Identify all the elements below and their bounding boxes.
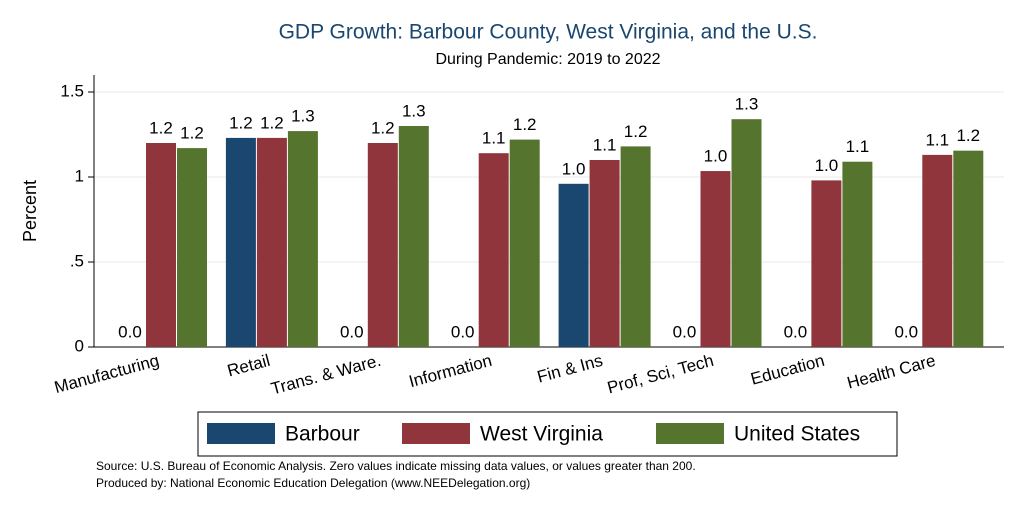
bar [922, 154, 953, 347]
value-label: 0.0 [340, 322, 364, 341]
y-tick-label: 0 [75, 336, 84, 355]
value-label: 1.0 [815, 156, 839, 175]
value-label: 1.3 [402, 101, 426, 120]
bar [367, 143, 398, 347]
bar [620, 146, 651, 347]
chart-title: GDP Growth: Barbour County, West Virgini… [279, 21, 818, 44]
bar [146, 143, 176, 347]
legend-label: Barbour [285, 423, 360, 446]
value-label: 1.2 [371, 118, 395, 137]
chart-subtitle: During Pandemic: 2019 to 2022 [435, 51, 660, 68]
value-label: 1.2 [513, 115, 537, 134]
value-label: 0.0 [784, 322, 808, 341]
value-label: 0.0 [451, 322, 475, 341]
value-label: 1.0 [562, 159, 586, 178]
bar [256, 137, 287, 347]
bar [842, 161, 873, 347]
note: Produced by: National Economic Education… [96, 476, 530, 490]
y-tick-label: 1 [75, 166, 84, 185]
legend [197, 411, 898, 457]
value-label: 1.3 [735, 95, 759, 114]
value-label: 1.2 [624, 122, 648, 141]
bar [558, 183, 589, 347]
value-label: 1.2 [956, 126, 980, 145]
bar [398, 126, 429, 347]
note: Source: U.S. Bureau of Economic Analysis… [96, 459, 696, 473]
bar [589, 160, 620, 347]
legend-label: United States [734, 423, 860, 446]
bar [509, 139, 540, 347]
value-label: 1.1 [925, 130, 949, 149]
value-label: 0.0 [673, 322, 697, 341]
value-label: 0.0 [118, 322, 142, 341]
bar [478, 153, 509, 347]
value-label: 1.2 [180, 124, 204, 143]
bar [700, 171, 731, 347]
value-label: 1.1 [846, 137, 870, 156]
value-label: 1.3 [291, 107, 315, 126]
value-label: 1.2 [229, 113, 253, 132]
bar [225, 137, 256, 347]
value-label: 1.2 [149, 118, 173, 137]
value-label: 0.0 [894, 322, 918, 341]
value-label: 1.2 [260, 113, 284, 132]
value-label: 1.0 [704, 147, 728, 166]
legend-label: West Virginia [480, 423, 603, 446]
bar [811, 180, 842, 347]
y-tick-label: 1.5 [60, 81, 84, 100]
bar [953, 150, 984, 347]
legend-swatch [656, 423, 724, 444]
bar [731, 119, 762, 347]
legend-swatch [207, 423, 275, 444]
value-label: 1.1 [593, 135, 617, 154]
bar [287, 131, 318, 347]
y-tick-label: .5 [70, 251, 84, 270]
y-axis-label: Percent [20, 180, 40, 242]
legend-swatch [402, 423, 470, 444]
value-label: 1.1 [482, 129, 506, 148]
bar [177, 148, 207, 347]
